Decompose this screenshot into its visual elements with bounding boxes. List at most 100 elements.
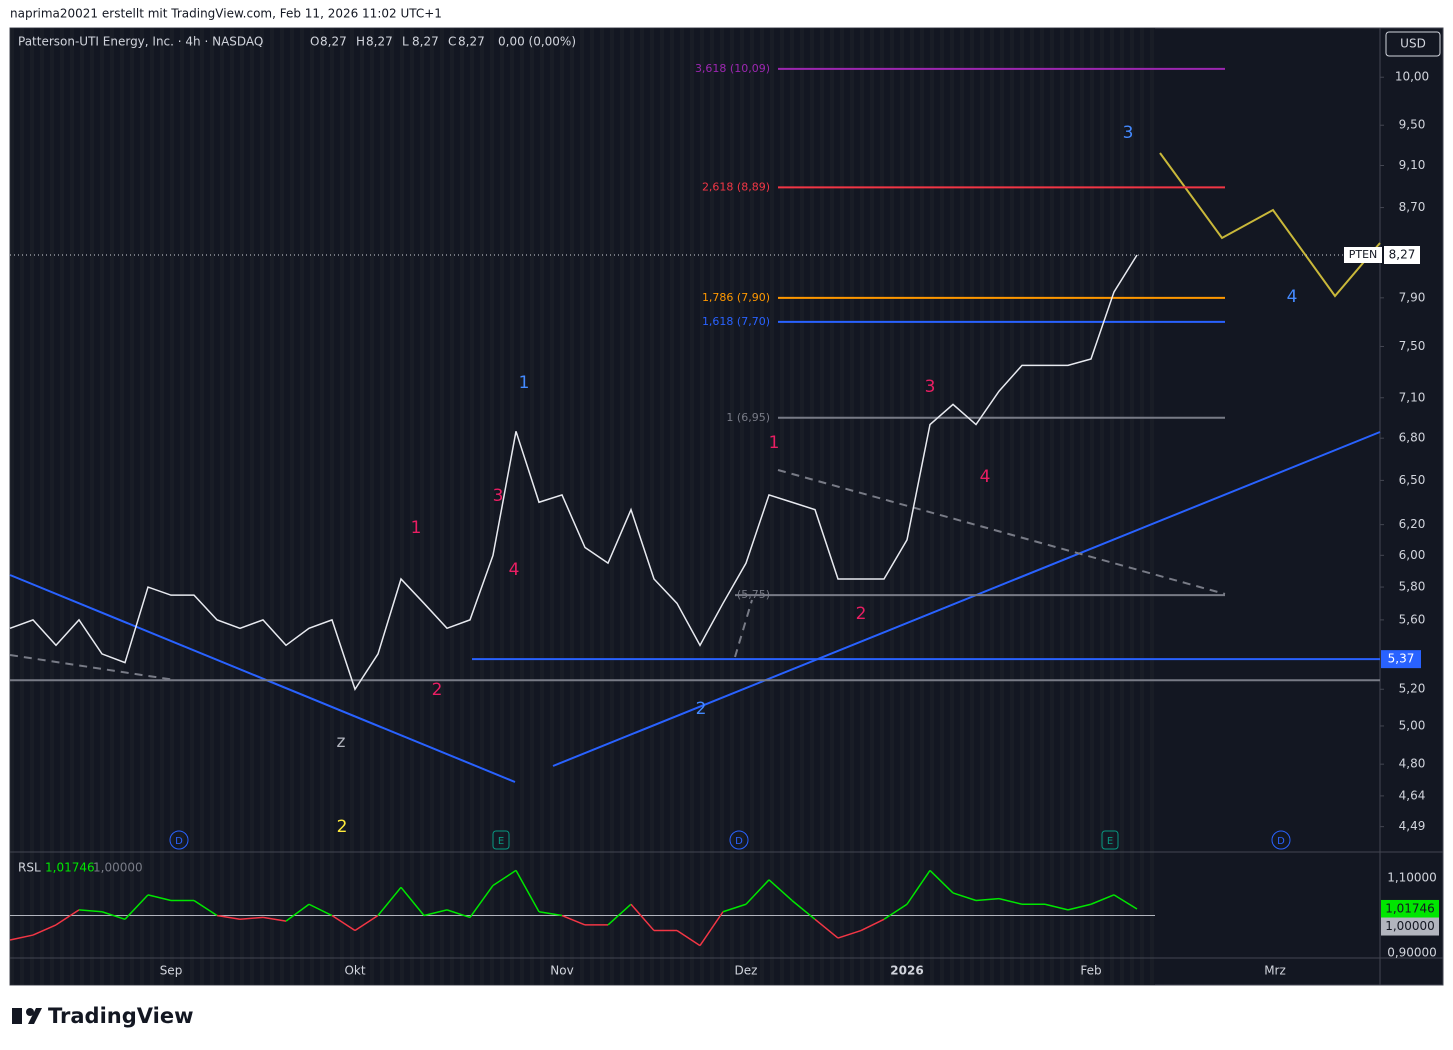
- indicator-segment: [331, 914, 356, 932]
- currency-button[interactable]: [1385, 31, 1441, 57]
- x-tick-label: 2026: [890, 964, 923, 978]
- dashed-line: [734, 599, 753, 658]
- ohlc-value: 8,27: [320, 35, 347, 49]
- ohlc-value: 8,27: [412, 35, 439, 49]
- event-icon: [1271, 830, 1291, 850]
- wave-label: 3: [493, 486, 504, 506]
- ohlc-value: 8,27: [458, 35, 485, 49]
- wave-label: 2: [856, 604, 867, 624]
- y-tick-label: 7,50: [1399, 339, 1426, 353]
- indicator-segment: [699, 911, 724, 947]
- indicator-segment: [239, 916, 264, 921]
- indicator-segment: [285, 903, 310, 922]
- indicator-segment: [216, 914, 241, 921]
- wave-label: 3: [1123, 123, 1134, 143]
- trend-line: [9, 574, 516, 783]
- indicator-segment: [9, 934, 34, 941]
- indicator-segment: [630, 903, 655, 932]
- indicator-badge-label: 1,01746: [1385, 901, 1435, 915]
- fib-label: 3,618 (10,09): [695, 62, 770, 75]
- dashed-line: [777, 469, 1226, 595]
- fib-label: 1 (6,95): [726, 411, 770, 424]
- fib-label: 1,786 (7,90): [702, 291, 770, 304]
- indicator-segment: [929, 869, 954, 894]
- ohlc-key: L: [402, 35, 409, 49]
- ohlc-change: 0,00 (0,00%): [498, 35, 576, 49]
- y-tick-label: 7,90: [1399, 290, 1426, 304]
- ohlc-key: C: [448, 35, 456, 49]
- indicator-segment: [469, 885, 494, 918]
- event-label: D: [1277, 836, 1285, 847]
- indicator-tick-label: 0,90000: [1387, 946, 1437, 960]
- indicator-base: 1,00000: [93, 861, 143, 875]
- fib-label: 1,618 (7,70): [702, 315, 770, 328]
- indicator-segment: [193, 899, 218, 917]
- indicator-segment: [147, 894, 172, 902]
- y-tick-label: 4,49: [1399, 819, 1426, 833]
- wave-label: 2: [337, 817, 348, 837]
- ohlc-value: 8,27: [366, 35, 393, 49]
- y-tick-label: 6,50: [1399, 473, 1426, 487]
- indicator-base-badge: [1381, 917, 1439, 936]
- event-label: D: [735, 836, 743, 847]
- indicator-segment: [860, 918, 885, 932]
- event-label: E: [1107, 836, 1113, 847]
- indicator-segment: [1113, 894, 1138, 910]
- indicator-segment: [1090, 894, 1115, 905]
- indicator-segment: [377, 886, 402, 916]
- indicator-tick-label: 1,10000: [1387, 870, 1437, 884]
- y-tick-label: 5,80: [1399, 580, 1426, 594]
- indicator-segment: [814, 918, 839, 939]
- indicator-segment: [745, 879, 770, 905]
- indicator-segment: [1044, 903, 1069, 911]
- wave-label: z: [337, 732, 346, 752]
- indicator-segment: [768, 879, 793, 902]
- indicator-value: 1,01746: [45, 861, 95, 875]
- y-tick-label: 5,20: [1399, 682, 1426, 696]
- indicator-segment: [538, 911, 563, 917]
- event-icon: [492, 830, 510, 850]
- y-tick-label: 5,00: [1399, 718, 1426, 732]
- currency[interactable]: USD: [1400, 37, 1426, 51]
- event-icon: [729, 830, 749, 850]
- indicator-segment: [492, 869, 517, 887]
- indicator-segment: [354, 914, 379, 932]
- x-tick-label: Feb: [1080, 964, 1101, 978]
- ohlc-legend: O 8,27 H 8,27 L 8,27 C 8,27 0,00 (0,00%): [310, 35, 576, 49]
- price-badge-label: 8,27: [1389, 248, 1416, 262]
- wave-label: 1: [519, 373, 530, 393]
- wave-label: 2: [696, 699, 707, 719]
- indicator-segment: [676, 929, 701, 947]
- indicator-segment: [124, 894, 149, 920]
- ohlc-key: O: [310, 35, 319, 49]
- y-tick-label: 10,00: [1395, 70, 1429, 84]
- event-icon: [1101, 830, 1119, 850]
- indicator-segment: [262, 916, 287, 922]
- indicator-segment: [952, 892, 977, 902]
- fib-label: 2,618 (8,89): [702, 180, 770, 193]
- wave-label: 4: [509, 560, 520, 580]
- wave-label: 3: [925, 377, 936, 397]
- indicator-base-badge-label: 1,00000: [1385, 919, 1435, 933]
- indicator-segment: [722, 903, 747, 913]
- x-tick-label: Dez: [735, 964, 758, 978]
- indicator-segment: [78, 909, 103, 913]
- indicator-segment: [308, 903, 333, 917]
- wave-label: 4: [1287, 287, 1298, 307]
- indicator-name: RSL: [18, 861, 41, 875]
- y-tick-label: 5,60: [1399, 612, 1426, 626]
- logo: [12, 1008, 42, 1024]
- indicator-segment: [32, 924, 57, 936]
- y-tick-label: 4,80: [1399, 757, 1426, 771]
- support-badge-label: 5,37: [1388, 652, 1415, 666]
- indicator-segment: [446, 909, 471, 919]
- x-tick-label: Nov: [550, 964, 573, 978]
- y-tick-label: 4,64: [1399, 788, 1426, 802]
- trend-line: [552, 431, 1381, 767]
- support-badge: [1381, 650, 1421, 669]
- indicator-segment: [837, 929, 862, 939]
- symbol-badge-label: PTEN: [1349, 248, 1378, 261]
- indicator-segment: [101, 911, 126, 920]
- indicator-segment: [906, 869, 931, 905]
